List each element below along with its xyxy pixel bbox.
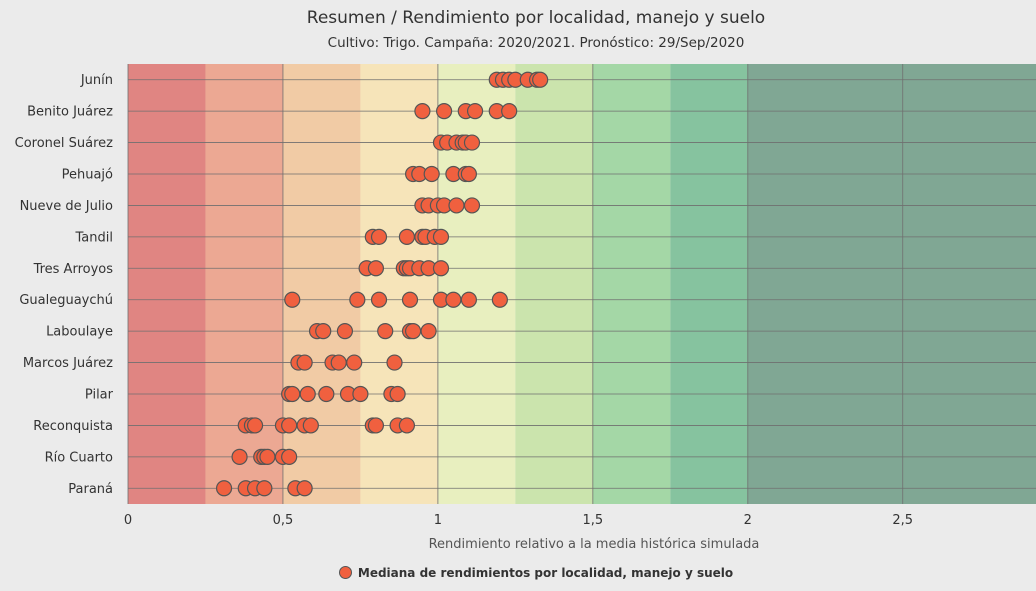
data-point[interactable] (349, 291, 366, 308)
x-axis-labels: 0 0,5 1 1,5 2 2,5 (124, 513, 913, 528)
y-tick-label: Tres Arroyos (33, 262, 114, 277)
band-3 (360, 64, 438, 504)
data-point[interactable] (284, 291, 301, 308)
data-point[interactable] (284, 385, 301, 403)
data-point[interactable] (370, 291, 388, 308)
data-point[interactable] (501, 103, 518, 120)
data-point[interactable] (330, 354, 347, 371)
x-tick-label: 1 (434, 513, 442, 528)
y-tick-label: Junín (80, 73, 113, 88)
data-point[interactable] (445, 291, 462, 308)
data-point[interactable] (336, 323, 354, 340)
data-point[interactable] (466, 103, 484, 120)
data-point[interactable] (432, 228, 450, 245)
data-point[interactable] (460, 291, 477, 308)
data-point[interactable] (299, 385, 316, 403)
y-tick-label: Pilar (85, 388, 114, 403)
band-0 (128, 64, 206, 504)
data-point[interactable] (401, 291, 419, 308)
data-point[interactable] (231, 448, 248, 465)
data-point[interactable] (398, 417, 416, 434)
x-axis-title: Rendimiento relativo a la media históric… (429, 537, 760, 552)
x-tick-label: 0 (124, 513, 132, 528)
x-tick-label: 0,5 (273, 513, 294, 528)
y-tick-label: Gualeguaychú (19, 293, 113, 308)
data-point[interactable] (386, 354, 403, 371)
x-tick-label: 1,5 (583, 513, 604, 528)
data-point[interactable] (246, 417, 264, 434)
legend-marker-icon (338, 566, 352, 579)
band-4 (437, 64, 516, 504)
y-tick-label: Coronel Suárez (15, 136, 114, 151)
chart-title: Resumen / Rendimiento por localidad, man… (306, 8, 766, 28)
data-points (215, 71, 549, 497)
data-point[interactable] (296, 354, 313, 371)
band-2 (282, 64, 361, 504)
data-point[interactable] (460, 165, 477, 183)
legend[interactable]: Mediana de rendimientos por localidad, m… (0, 566, 1036, 580)
x-tick-label: 2,5 (892, 513, 913, 528)
band-6 (592, 64, 671, 504)
data-point[interactable] (377, 323, 394, 340)
data-point[interactable] (405, 323, 422, 340)
y-axis-labels: Junín Benito Juárez Coronel Suárez Pehuajó N… (15, 73, 114, 497)
data-point[interactable] (448, 197, 465, 214)
data-point[interactable] (281, 448, 298, 465)
data-point[interactable] (389, 385, 406, 403)
y-tick-label: Pehuajó (62, 168, 113, 183)
y-tick-label: Benito Juárez (27, 105, 113, 120)
y-tick-label: Reconquista (33, 419, 113, 434)
data-point[interactable] (491, 291, 508, 308)
y-tick-label: Río Cuarto (45, 450, 113, 465)
data-point[interactable] (281, 417, 298, 434)
data-point[interactable] (435, 103, 453, 120)
band-7 (670, 64, 748, 504)
x-tick-label: 2 (744, 513, 752, 528)
data-point[interactable] (463, 197, 481, 214)
data-point[interactable] (352, 385, 369, 403)
data-point[interactable] (259, 448, 276, 465)
data-point[interactable] (532, 71, 549, 88)
data-point[interactable] (423, 165, 440, 183)
y-tick-label: Paraná (68, 482, 113, 497)
data-point[interactable] (463, 134, 481, 151)
data-point[interactable] (414, 103, 431, 120)
band-1 (205, 64, 283, 504)
data-point[interactable] (398, 228, 416, 245)
band-5 (515, 64, 593, 504)
y-tick-label: Nueve de Julio (20, 199, 113, 214)
data-point[interactable] (367, 260, 385, 277)
data-point[interactable] (296, 480, 313, 497)
data-point[interactable] (420, 323, 437, 340)
y-tick-label: Laboulaye (46, 325, 113, 340)
chart-subtitle: Cultivo: Trigo. Campaña: 2020/2021. Pron… (327, 35, 745, 51)
data-point[interactable] (346, 354, 363, 371)
legend-label: Mediana de rendimientos por localidad, m… (357, 566, 734, 580)
data-point[interactable] (302, 417, 319, 434)
background-bands (128, 64, 1036, 504)
data-point[interactable] (256, 480, 273, 497)
data-point[interactable] (215, 480, 233, 497)
data-point[interactable] (318, 385, 335, 403)
y-tick-label: Marcos Juárez (23, 356, 113, 371)
data-point[interactable] (370, 228, 388, 245)
y-tick-label: Tandil (75, 230, 113, 245)
data-point[interactable] (315, 323, 332, 340)
band-8 (747, 64, 1036, 504)
data-point[interactable] (367, 417, 385, 434)
data-point[interactable] (432, 260, 450, 277)
